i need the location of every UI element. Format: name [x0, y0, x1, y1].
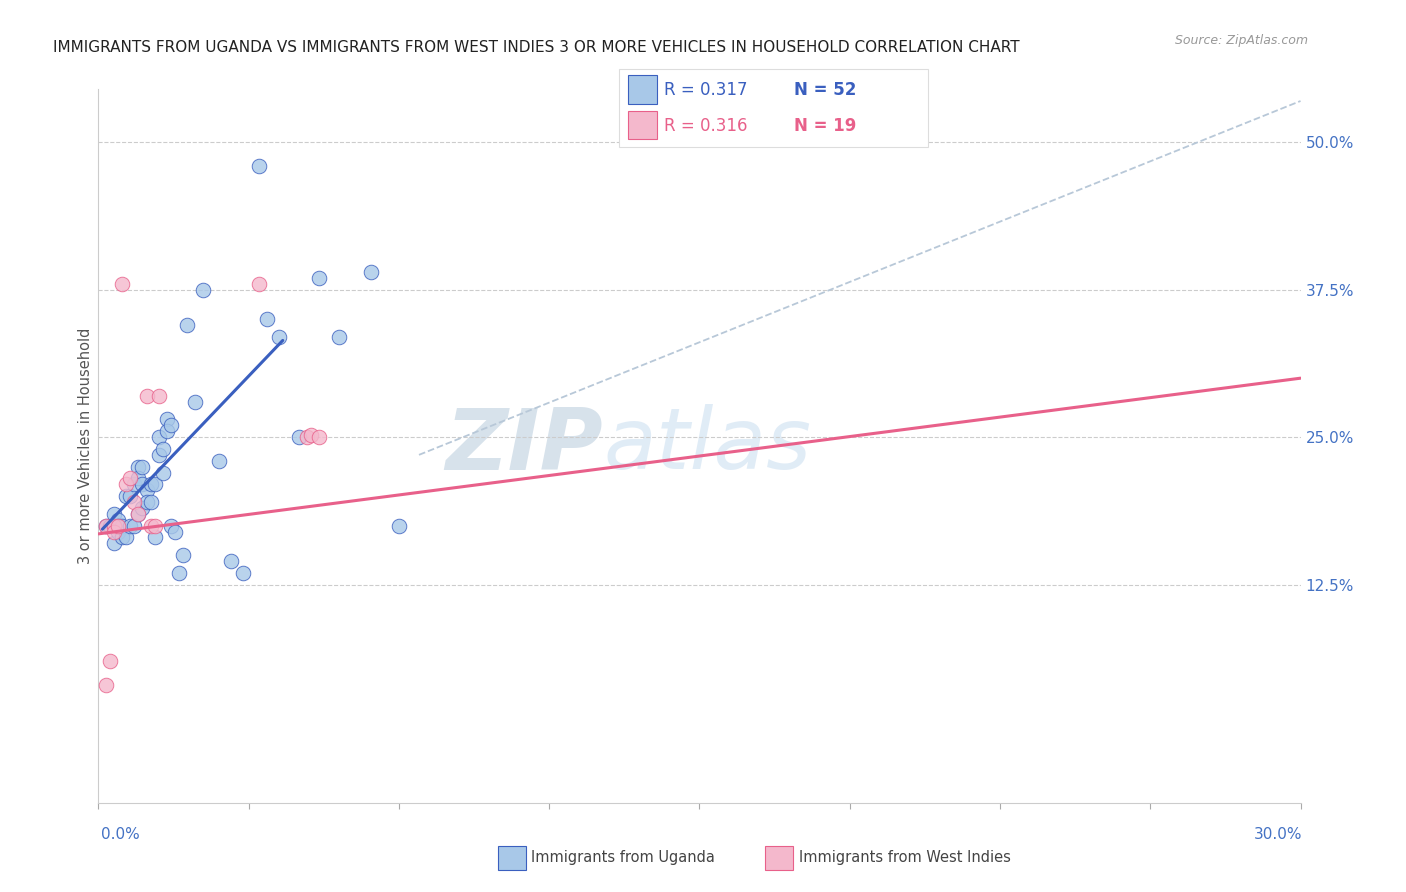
- Point: [139, 495, 162, 509]
- Point: [308, 430, 330, 444]
- Text: Source: ZipAtlas.com: Source: ZipAtlas.com: [1174, 34, 1308, 47]
- Point: [148, 430, 170, 444]
- Point: [107, 518, 129, 533]
- Point: [163, 524, 186, 539]
- Point: [128, 459, 150, 474]
- Point: [103, 524, 125, 539]
- Point: [388, 518, 411, 533]
- Point: [111, 530, 134, 544]
- Point: [103, 518, 125, 533]
- Point: [111, 518, 134, 533]
- Point: [96, 518, 118, 533]
- Point: [103, 507, 125, 521]
- Point: [135, 495, 157, 509]
- Point: [288, 430, 311, 444]
- Point: [135, 483, 157, 498]
- Point: [152, 466, 174, 480]
- Point: [120, 489, 142, 503]
- Point: [124, 518, 146, 533]
- Point: [172, 548, 194, 562]
- Point: [139, 477, 162, 491]
- Text: R = 0.316: R = 0.316: [664, 117, 747, 135]
- Point: [208, 454, 231, 468]
- Point: [308, 271, 330, 285]
- Point: [107, 513, 129, 527]
- Point: [143, 477, 166, 491]
- Point: [111, 277, 134, 291]
- Point: [167, 566, 190, 580]
- Point: [96, 518, 118, 533]
- Point: [107, 524, 129, 539]
- Point: [115, 489, 138, 503]
- Point: [219, 554, 242, 568]
- Point: [124, 495, 146, 509]
- Point: [120, 518, 142, 533]
- Point: [159, 418, 181, 433]
- Text: R = 0.317: R = 0.317: [664, 81, 747, 99]
- Text: N = 19: N = 19: [794, 117, 856, 135]
- Point: [100, 518, 122, 533]
- Point: [328, 330, 350, 344]
- Point: [96, 678, 118, 692]
- Y-axis label: 3 or more Vehicles in Household: 3 or more Vehicles in Household: [77, 328, 93, 564]
- Point: [103, 536, 125, 550]
- Point: [247, 159, 270, 173]
- Point: [143, 518, 166, 533]
- Point: [115, 477, 138, 491]
- Text: Immigrants from West Indies: Immigrants from West Indies: [799, 850, 1011, 864]
- Point: [139, 518, 162, 533]
- Point: [128, 507, 150, 521]
- Text: N = 52: N = 52: [794, 81, 856, 99]
- Text: 30.0%: 30.0%: [1254, 827, 1302, 841]
- Text: 0.0%: 0.0%: [101, 827, 141, 841]
- Text: atlas: atlas: [603, 404, 811, 488]
- Point: [120, 471, 142, 485]
- Point: [155, 412, 177, 426]
- Point: [131, 477, 153, 491]
- Point: [135, 389, 157, 403]
- Point: [176, 318, 198, 332]
- Point: [148, 389, 170, 403]
- Point: [107, 518, 129, 533]
- Point: [159, 518, 181, 533]
- Text: Immigrants from Uganda: Immigrants from Uganda: [531, 850, 716, 864]
- Point: [183, 394, 205, 409]
- Point: [155, 424, 177, 438]
- Point: [131, 459, 153, 474]
- Point: [115, 530, 138, 544]
- Point: [152, 442, 174, 456]
- Point: [191, 283, 214, 297]
- Point: [256, 312, 278, 326]
- Text: ZIP: ZIP: [446, 404, 603, 488]
- Point: [143, 530, 166, 544]
- Point: [148, 448, 170, 462]
- Point: [299, 427, 322, 442]
- Text: IMMIGRANTS FROM UGANDA VS IMMIGRANTS FROM WEST INDIES 3 OR MORE VEHICLES IN HOUS: IMMIGRANTS FROM UGANDA VS IMMIGRANTS FRO…: [53, 40, 1021, 55]
- Point: [267, 330, 290, 344]
- Point: [232, 566, 254, 580]
- Point: [128, 507, 150, 521]
- Point: [131, 500, 153, 515]
- Point: [247, 277, 270, 291]
- Point: [100, 654, 122, 668]
- Point: [295, 430, 318, 444]
- Point: [124, 477, 146, 491]
- Point: [128, 471, 150, 485]
- Point: [360, 265, 382, 279]
